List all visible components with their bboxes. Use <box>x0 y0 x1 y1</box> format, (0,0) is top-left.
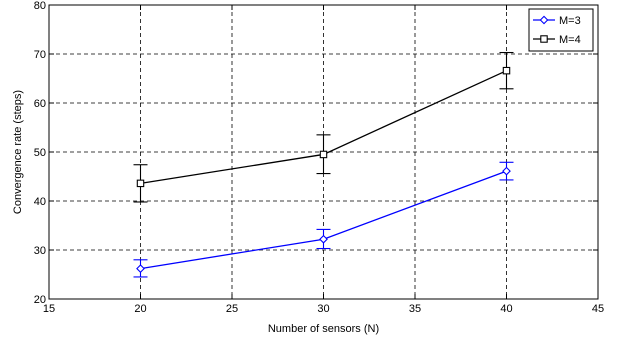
data-point <box>136 264 145 273</box>
y-tick-label: 50 <box>34 147 46 159</box>
x-tick-label: 15 <box>43 303 55 315</box>
data-point <box>319 234 328 244</box>
y-axis-label: Convergence rate (steps) <box>12 90 24 214</box>
series-m-4 <box>133 51 514 203</box>
x-tick-label: 35 <box>409 303 421 315</box>
x-axis-label: Number of sensors (N) <box>268 323 379 335</box>
y-tick-label: 60 <box>34 98 46 110</box>
legend-label: M=4 <box>559 34 581 46</box>
x-tick-label: 30 <box>317 303 329 315</box>
x-tick-label: 45 <box>592 303 604 315</box>
y-tick-label: 70 <box>34 49 46 61</box>
data-point <box>136 179 145 188</box>
x-tick-label: 40 <box>500 303 512 315</box>
legend-box <box>528 8 594 52</box>
series-m-3 <box>133 161 514 278</box>
data-point <box>502 66 511 75</box>
legend: M=3 M=4 <box>528 8 594 52</box>
legend-marker <box>539 15 549 25</box>
series-layer <box>133 51 514 278</box>
legend-item: M=4 <box>533 34 581 46</box>
y-tick-label: 30 <box>34 245 46 257</box>
y-tick-label: 80 <box>34 0 46 12</box>
y-tick-label: 20 <box>34 294 46 306</box>
data-point <box>319 150 328 159</box>
y-tick-label: 40 <box>34 196 46 208</box>
x-tick-label: 20 <box>134 303 146 315</box>
data-point <box>502 166 511 176</box>
legend-marker <box>540 35 548 43</box>
legend-item: M=3 <box>533 15 581 27</box>
legend-label: M=3 <box>559 15 581 27</box>
x-tick-label: 25 <box>226 303 238 315</box>
